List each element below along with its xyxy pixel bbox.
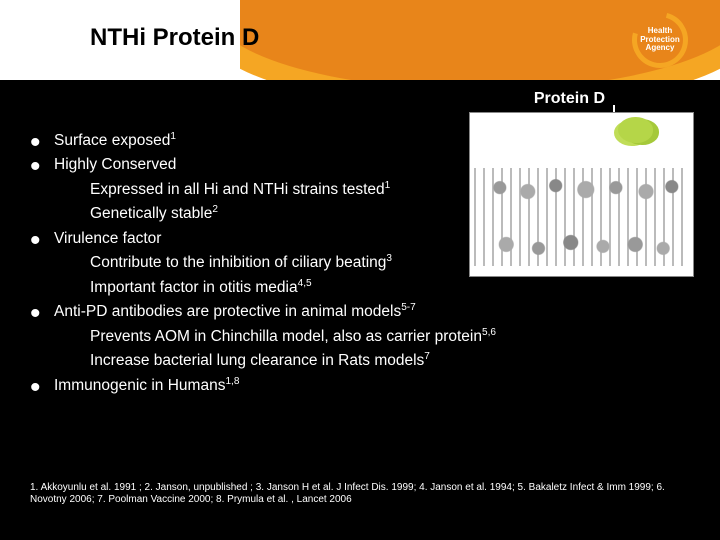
bullet-item: Immunogenic in Humans1,8 [30, 375, 670, 397]
hpa-logo: Health Protection Agency [624, 12, 696, 68]
bullet-subitem: Important factor in otitis media4,5 [30, 277, 670, 299]
bullet-content: Surface exposed1Highly Conserved Expresse… [30, 130, 670, 399]
bullet-item: Anti-PD antibodies are protective in ani… [30, 301, 670, 323]
bullet-subitem: Prevents AOM in Chinchilla model, also a… [30, 326, 670, 348]
bullet-item: Virulence factor [30, 228, 670, 250]
bullet-subitem: Contribute to the inhibition of ciliary … [30, 252, 670, 274]
bullet-subitem: Genetically stable2 [30, 203, 670, 225]
figure-label: Protein D [534, 90, 605, 108]
bullet-item: Surface exposed1 [30, 130, 670, 152]
bullet-subitem: Increase bacterial lung clearance in Rat… [30, 350, 670, 372]
bullet-subitem: Expressed in all Hi and NTHi strains tes… [30, 179, 670, 201]
logo-text: Health Protection Agency [640, 27, 680, 52]
slide-title: NTHi Protein D [90, 24, 259, 52]
references: 1. Akkoyunlu et al. 1991 ; 2. Janson, un… [30, 482, 690, 506]
bullet-item: Highly Conserved [30, 154, 670, 176]
